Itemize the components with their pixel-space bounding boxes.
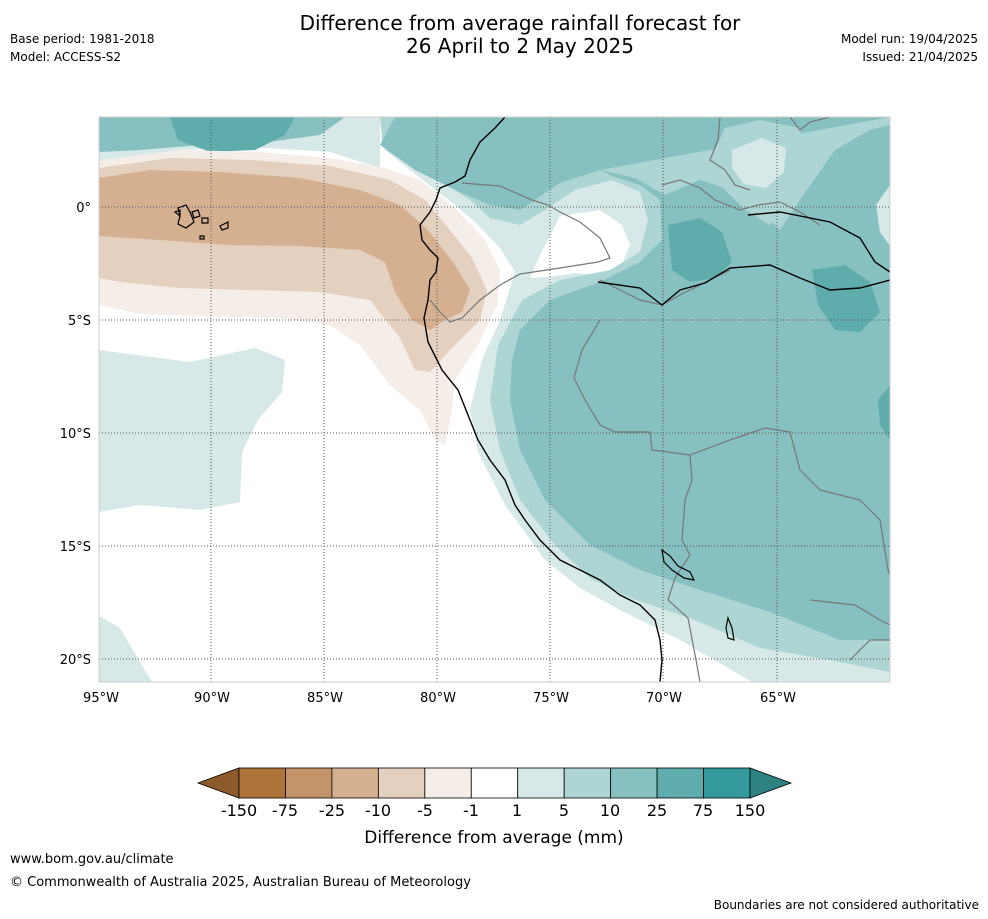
colorbar-segment [285,767,333,799]
colorbar-tick: 1 [512,801,522,820]
colorbar-segment [424,767,472,799]
lat-label: 20°S [60,653,91,668]
lake-titicaca [661,548,696,581]
lat-label: 5°S [68,314,91,329]
lon-label: 65°W [760,691,796,706]
contour-land-light-gap [530,210,630,278]
coastline [419,117,890,682]
colorbar-title: Difference from average (mm) [364,828,623,848]
lon-label: 95°W [83,691,119,706]
colorbar-arrow-right [749,767,793,799]
contour-land-strong [380,117,890,640]
title-line-2: 26 April to 2 May 2025 [406,34,634,58]
contour-north-band-strong [170,117,295,152]
lon-label: 75°W [533,691,569,706]
colorbar-tick: -10 [365,801,391,820]
lat-label: 15°S [60,540,91,555]
graticule [99,117,890,682]
lake-poopo [725,615,735,641]
colorbar-segment [563,767,612,799]
footer-copyright: © Commonwealth of Australia 2025, Austra… [10,875,471,890]
model-run-text: Model run: 19/04/2025 [840,32,978,46]
lat-label: 10°S [60,427,91,442]
colorbar-segment [238,767,286,799]
meta-left: Base period: 1981-2018 Model: ACCESS-S2 [10,30,155,66]
colorbar-segment [703,767,751,799]
lon-label: 90°W [194,691,230,706]
lon-label: 70°W [646,691,682,706]
colorbar-tick: -150 [221,801,257,820]
colorbar-tick: 150 [735,801,766,820]
colorbar-tick: 5 [559,801,569,820]
colorbar-tick: -75 [272,801,298,820]
model-text: Model: ACCESS-S2 [10,50,122,64]
colorbar-tick: -1 [463,801,479,820]
footer-disclaimer: Boundaries are not considered authoritat… [713,898,979,912]
contour-southwest-light [99,348,285,512]
map-plot-area [99,117,890,682]
map-frame [98,116,891,683]
map-title: Difference from average rainfall forecas… [170,12,870,58]
latitude-labels: 0° 5°S 10°S 15°S 20°S [60,201,91,668]
contour-southwest-corner [99,616,152,682]
colorbar-segment [610,767,658,799]
colorbar-segment [517,767,565,799]
galapagos-islands [173,204,229,240]
colorbar-segment [377,767,426,799]
colorbar-tick: 75 [693,801,713,820]
colorbar-segment [331,767,379,799]
colorbar-segment [470,767,519,799]
base-period-text: Base period: 1981-2018 [10,32,155,46]
colorbar-tick: 10 [600,801,620,820]
title-line-1: Difference from average rainfall forecas… [299,11,741,35]
contour-dry-strong [99,170,470,330]
contour-amazon-wet [668,218,732,282]
contour-east-edge-wet [878,385,890,440]
colorbar-ticks: -150 -75 -25 -10 -5 -1 1 5 10 25 75 150 [221,801,765,820]
colorbar-tick: 25 [647,801,667,820]
lat-label: 0° [76,201,91,216]
colorbar-arrow-left [196,767,240,799]
country-borders [429,117,890,682]
colorbar-tick: -5 [417,801,433,820]
longitude-labels: 95°W 90°W 85°W 80°W 75°W 70°W 65°W [83,691,796,706]
colorbar-segment [656,767,704,799]
lon-label: 80°W [420,691,456,706]
lon-label: 85°W [307,691,343,706]
meta-right: Model run: 19/04/2025 Issued: 21/04/2025 [841,30,978,66]
colorbar [196,767,793,799]
issued-text: Issued: 21/04/2025 [862,50,978,64]
contour-land-pale-north-inner [732,138,786,188]
footer-url: www.bom.gov.au/climate [10,852,174,867]
colorbar-tick: -25 [319,801,345,820]
contour-east-edge-light [876,185,890,246]
contour-east-wet [812,265,880,332]
